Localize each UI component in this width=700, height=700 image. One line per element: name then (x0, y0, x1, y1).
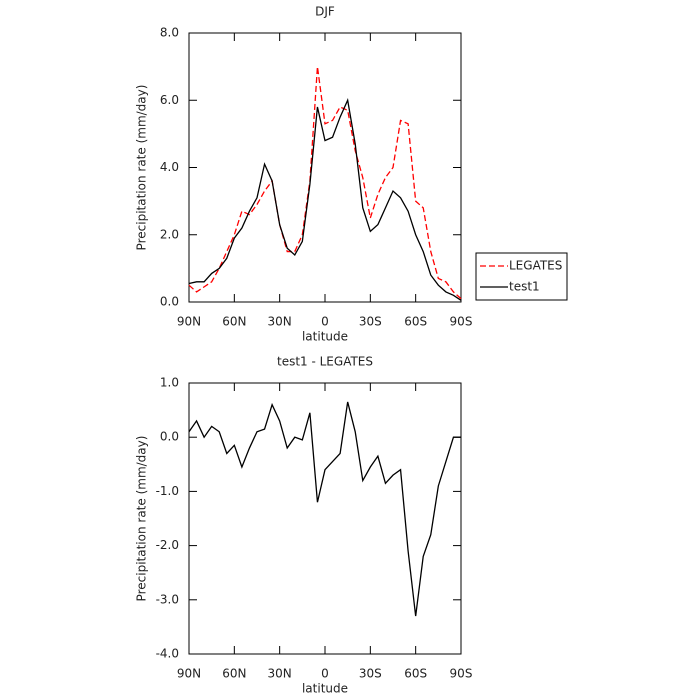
x-tick-label: 90S (450, 667, 473, 681)
legend-box (475, 252, 568, 301)
y-tick-label: -3.0 (156, 592, 179, 606)
x-tick-label: 30N (268, 667, 292, 681)
x-tick-label: 30S (359, 315, 382, 329)
legend-label: test1 (509, 280, 540, 294)
data-line (188, 98, 462, 301)
y-tick-label: 1.0 (160, 376, 179, 390)
legend-label: LEGATES (509, 259, 562, 273)
y-tick-label: 0.0 (160, 295, 179, 309)
y-axis-label: Precipitation rate (mm/day) (135, 85, 149, 251)
x-tick-label: 60N (222, 315, 246, 329)
x-tick-label: 90N (177, 315, 201, 329)
x-tick-label: 60S (404, 667, 427, 681)
y-tick-label: -4.0 (156, 647, 179, 661)
y-tick-label: 0.0 (160, 430, 179, 444)
x-tick-label: 0 (321, 667, 329, 681)
data-line (188, 66, 462, 300)
data-line (188, 401, 461, 617)
x-tick-label: 30N (268, 315, 292, 329)
y-tick-label: -1.0 (156, 484, 179, 498)
plot-frame (188, 382, 462, 655)
x-tick-label: 60S (404, 315, 427, 329)
x-tick-label: 90S (450, 315, 473, 329)
x-tick-label: 0 (321, 315, 329, 329)
y-tick-label: 2.0 (160, 227, 179, 241)
y-tick-label: -2.0 (156, 538, 179, 552)
y-tick-label: 4.0 (160, 160, 179, 174)
x-axis-label: latitude (302, 682, 348, 696)
y-tick-label: 8.0 (160, 26, 179, 40)
x-tick-label: 60N (222, 667, 246, 681)
x-axis-label: latitude (302, 330, 348, 344)
chart-title: test1 - LEGATES (277, 355, 373, 369)
x-tick-label: 30S (359, 667, 382, 681)
y-tick-label: 6.0 (160, 93, 179, 107)
x-tick-label: 90N (177, 667, 201, 681)
plot-frame (188, 32, 462, 303)
chart-title: DJF (315, 5, 335, 19)
y-axis-label: Precipitation rate (mm/day) (135, 436, 149, 602)
